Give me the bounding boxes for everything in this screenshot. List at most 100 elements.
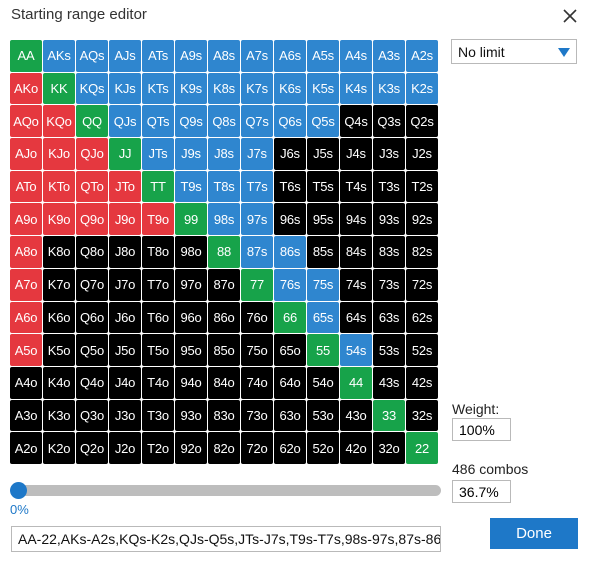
range-text-field[interactable]: AA-22,AKs-A2s,KQs-K2s,QJs-Q5s,JTs-J7s,T9…: [11, 526, 441, 552]
hand-cell[interactable]: 32s: [406, 399, 438, 432]
hand-cell[interactable]: Q6s: [274, 105, 306, 138]
hand-cell[interactable]: 53o: [307, 399, 339, 432]
hand-cell[interactable]: J8o: [109, 236, 141, 268]
hand-cell[interactable]: 85o: [208, 334, 240, 366]
hand-cell[interactable]: 92s: [406, 203, 438, 236]
hand-cell[interactable]: AKo: [10, 72, 42, 105]
hand-cell[interactable]: 63o: [274, 399, 306, 432]
hand-cell[interactable]: A6s: [274, 40, 306, 72]
hand-cell[interactable]: J2s: [406, 138, 438, 170]
hand-cell[interactable]: A6o: [10, 301, 42, 334]
hand-cell[interactable]: QTs: [142, 105, 174, 138]
hand-cell[interactable]: K3o: [43, 399, 75, 432]
hand-cell[interactable]: 54s: [340, 334, 372, 366]
hand-cell[interactable]: 87s: [241, 236, 273, 268]
hand-cell[interactable]: 72s: [406, 268, 438, 301]
hand-cell[interactable]: J5s: [307, 138, 339, 170]
hand-cell[interactable]: KQo: [43, 105, 75, 138]
hand-cell[interactable]: KTs: [142, 72, 174, 105]
hand-cell[interactable]: Q4o: [76, 366, 108, 399]
hand-cell[interactable]: 82s: [406, 236, 438, 268]
hand-cell[interactable]: J6s: [274, 138, 306, 170]
hand-cell[interactable]: TT: [142, 170, 174, 203]
done-button[interactable]: Done: [490, 518, 578, 549]
hand-cell[interactable]: 43o: [340, 399, 372, 432]
limit-select[interactable]: No limit: [451, 39, 577, 64]
hand-cell[interactable]: 32o: [373, 432, 405, 464]
hand-cell[interactable]: Q9s: [175, 105, 207, 138]
hand-cell[interactable]: K6o: [43, 301, 75, 334]
hand-cell[interactable]: K2s: [406, 72, 438, 105]
hand-cell[interactable]: K9s: [175, 72, 207, 105]
hand-cell[interactable]: 44: [340, 366, 372, 399]
hand-cell[interactable]: J3s: [373, 138, 405, 170]
close-icon[interactable]: [561, 7, 579, 25]
hand-cell[interactable]: 72o: [241, 432, 273, 464]
hand-cell[interactable]: QTo: [76, 170, 108, 203]
hand-cell[interactable]: 93s: [373, 203, 405, 236]
hand-cell[interactable]: A9o: [10, 203, 42, 236]
hand-cell[interactable]: J7s: [241, 138, 273, 170]
hand-cell[interactable]: ATo: [10, 170, 42, 203]
hand-cell[interactable]: 99: [175, 203, 207, 236]
hand-cell[interactable]: K6s: [274, 72, 306, 105]
hand-cell[interactable]: J5o: [109, 334, 141, 366]
hand-cell[interactable]: JTs: [142, 138, 174, 170]
hand-cell[interactable]: 83s: [373, 236, 405, 268]
hand-cell[interactable]: Q9o: [76, 203, 108, 236]
hand-cell[interactable]: A2o: [10, 432, 42, 464]
hand-cell[interactable]: A5o: [10, 334, 42, 366]
hand-cell[interactable]: 77: [241, 268, 273, 301]
hand-cell[interactable]: T7o: [142, 268, 174, 301]
weight-input[interactable]: [452, 418, 511, 441]
hand-cell[interactable]: 92o: [175, 432, 207, 464]
slider-track[interactable]: [12, 485, 441, 496]
hand-cell[interactable]: K3s: [373, 72, 405, 105]
hand-cell[interactable]: QJs: [109, 105, 141, 138]
hand-cell[interactable]: 93o: [175, 399, 207, 432]
hand-cell[interactable]: QQ: [76, 105, 108, 138]
hand-cell[interactable]: J4s: [340, 138, 372, 170]
hand-cell[interactable]: 86o: [208, 301, 240, 334]
hand-cell[interactable]: KJo: [43, 138, 75, 170]
hand-cell[interactable]: 63s: [373, 301, 405, 334]
hand-cell[interactable]: Q7o: [76, 268, 108, 301]
hand-cell[interactable]: 22: [406, 432, 438, 464]
hand-cell[interactable]: A9s: [175, 40, 207, 72]
hand-cell[interactable]: ATs: [142, 40, 174, 72]
hand-cell[interactable]: Q3o: [76, 399, 108, 432]
hand-cell[interactable]: Q5s: [307, 105, 339, 138]
hand-cell[interactable]: Q2o: [76, 432, 108, 464]
hand-cell[interactable]: 86s: [274, 236, 306, 268]
hand-cell[interactable]: 98o: [175, 236, 207, 268]
combo-percent-input[interactable]: [452, 480, 511, 503]
hand-cell[interactable]: T8s: [208, 170, 240, 203]
slider-handle[interactable]: [10, 482, 27, 499]
hand-cell[interactable]: T5s: [307, 170, 339, 203]
hand-cell[interactable]: K2o: [43, 432, 75, 464]
hand-cell[interactable]: AA: [10, 40, 42, 72]
hand-cell[interactable]: JJ: [109, 138, 141, 170]
hand-cell[interactable]: J3o: [109, 399, 141, 432]
hand-cell[interactable]: 65s: [307, 301, 339, 334]
hand-cell[interactable]: 74s: [340, 268, 372, 301]
hand-cell[interactable]: J9s: [175, 138, 207, 170]
hand-cell[interactable]: 94s: [340, 203, 372, 236]
hand-cell[interactable]: 95o: [175, 334, 207, 366]
hand-cell[interactable]: T8o: [142, 236, 174, 268]
hand-cell[interactable]: 94o: [175, 366, 207, 399]
hand-cell[interactable]: A7s: [241, 40, 273, 72]
hand-cell[interactable]: 62s: [406, 301, 438, 334]
hand-cell[interactable]: 83o: [208, 399, 240, 432]
hand-cell[interactable]: 84o: [208, 366, 240, 399]
hand-cell[interactable]: K4s: [340, 72, 372, 105]
hand-cell[interactable]: 65o: [274, 334, 306, 366]
hand-cell[interactable]: A5s: [307, 40, 339, 72]
hand-cell[interactable]: Q4s: [340, 105, 372, 138]
hand-cell[interactable]: T3s: [373, 170, 405, 203]
hand-cell[interactable]: 87o: [208, 268, 240, 301]
hand-cell[interactable]: A3o: [10, 399, 42, 432]
hand-cell[interactable]: Q6o: [76, 301, 108, 334]
hand-cell[interactable]: A7o: [10, 268, 42, 301]
hand-cell[interactable]: JTo: [109, 170, 141, 203]
